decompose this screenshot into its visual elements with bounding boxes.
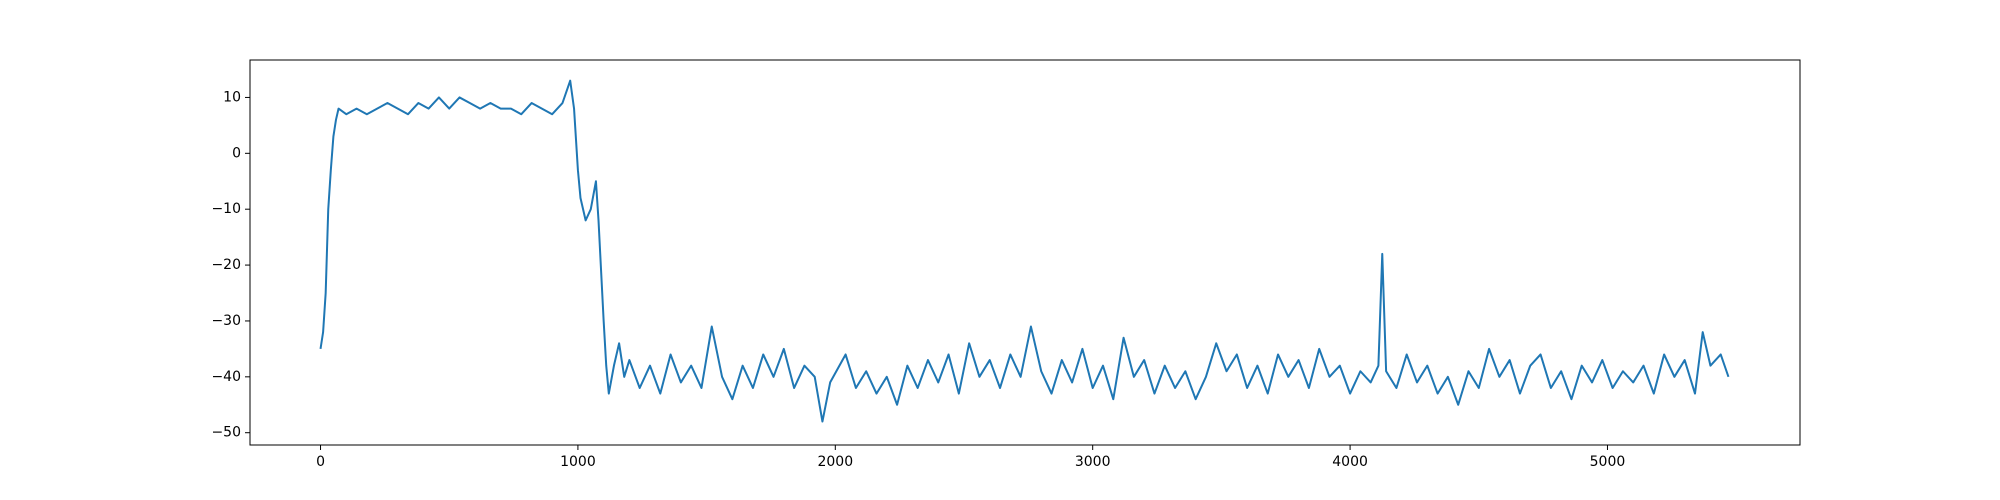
axes-frame (249, 59, 1801, 446)
x-tick-label: 4000 (1332, 454, 1368, 470)
x-tick-label: 5000 (1590, 454, 1626, 470)
x-tick-label: 2000 (817, 454, 853, 470)
y-tick-label: 0 (232, 145, 241, 161)
y-tick-label: −20 (211, 257, 241, 273)
y-tick-label: −50 (211, 425, 241, 441)
x-tick-label: 1000 (560, 454, 596, 470)
x-tick-label: 0 (316, 454, 325, 470)
y-tick-label: 10 (223, 89, 241, 105)
y-tick-label: −40 (211, 369, 241, 385)
y-tick-label: −30 (211, 313, 241, 329)
data-line (319, 79, 1730, 423)
x-tick-label: 3000 (1075, 454, 1111, 470)
y-tick-label: −10 (211, 201, 241, 217)
